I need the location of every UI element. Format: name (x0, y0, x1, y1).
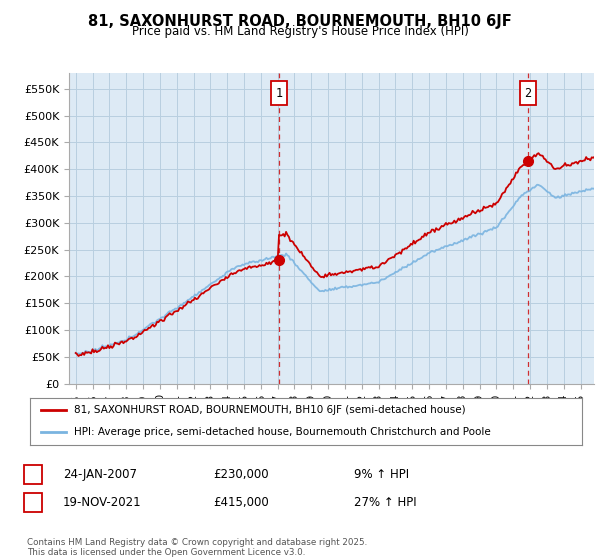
Text: 2: 2 (29, 496, 37, 509)
Text: 1: 1 (275, 86, 283, 100)
Text: Price paid vs. HM Land Registry's House Price Index (HPI): Price paid vs. HM Land Registry's House … (131, 25, 469, 38)
Text: 1: 1 (29, 468, 37, 481)
Text: £415,000: £415,000 (213, 496, 269, 509)
Text: 24-JAN-2007: 24-JAN-2007 (63, 468, 137, 481)
FancyBboxPatch shape (520, 81, 536, 105)
Text: 9% ↑ HPI: 9% ↑ HPI (354, 468, 409, 481)
Text: £230,000: £230,000 (213, 468, 269, 481)
Text: 2: 2 (524, 86, 532, 100)
FancyBboxPatch shape (271, 81, 287, 105)
Text: 27% ↑ HPI: 27% ↑ HPI (354, 496, 416, 509)
Text: Contains HM Land Registry data © Crown copyright and database right 2025.
This d: Contains HM Land Registry data © Crown c… (27, 538, 367, 557)
Text: HPI: Average price, semi-detached house, Bournemouth Christchurch and Poole: HPI: Average price, semi-detached house,… (74, 427, 491, 437)
Text: 81, SAXONHURST ROAD, BOURNEMOUTH, BH10 6JF (semi-detached house): 81, SAXONHURST ROAD, BOURNEMOUTH, BH10 6… (74, 405, 466, 416)
Text: 81, SAXONHURST ROAD, BOURNEMOUTH, BH10 6JF: 81, SAXONHURST ROAD, BOURNEMOUTH, BH10 6… (88, 14, 512, 29)
Text: 19-NOV-2021: 19-NOV-2021 (63, 496, 142, 509)
